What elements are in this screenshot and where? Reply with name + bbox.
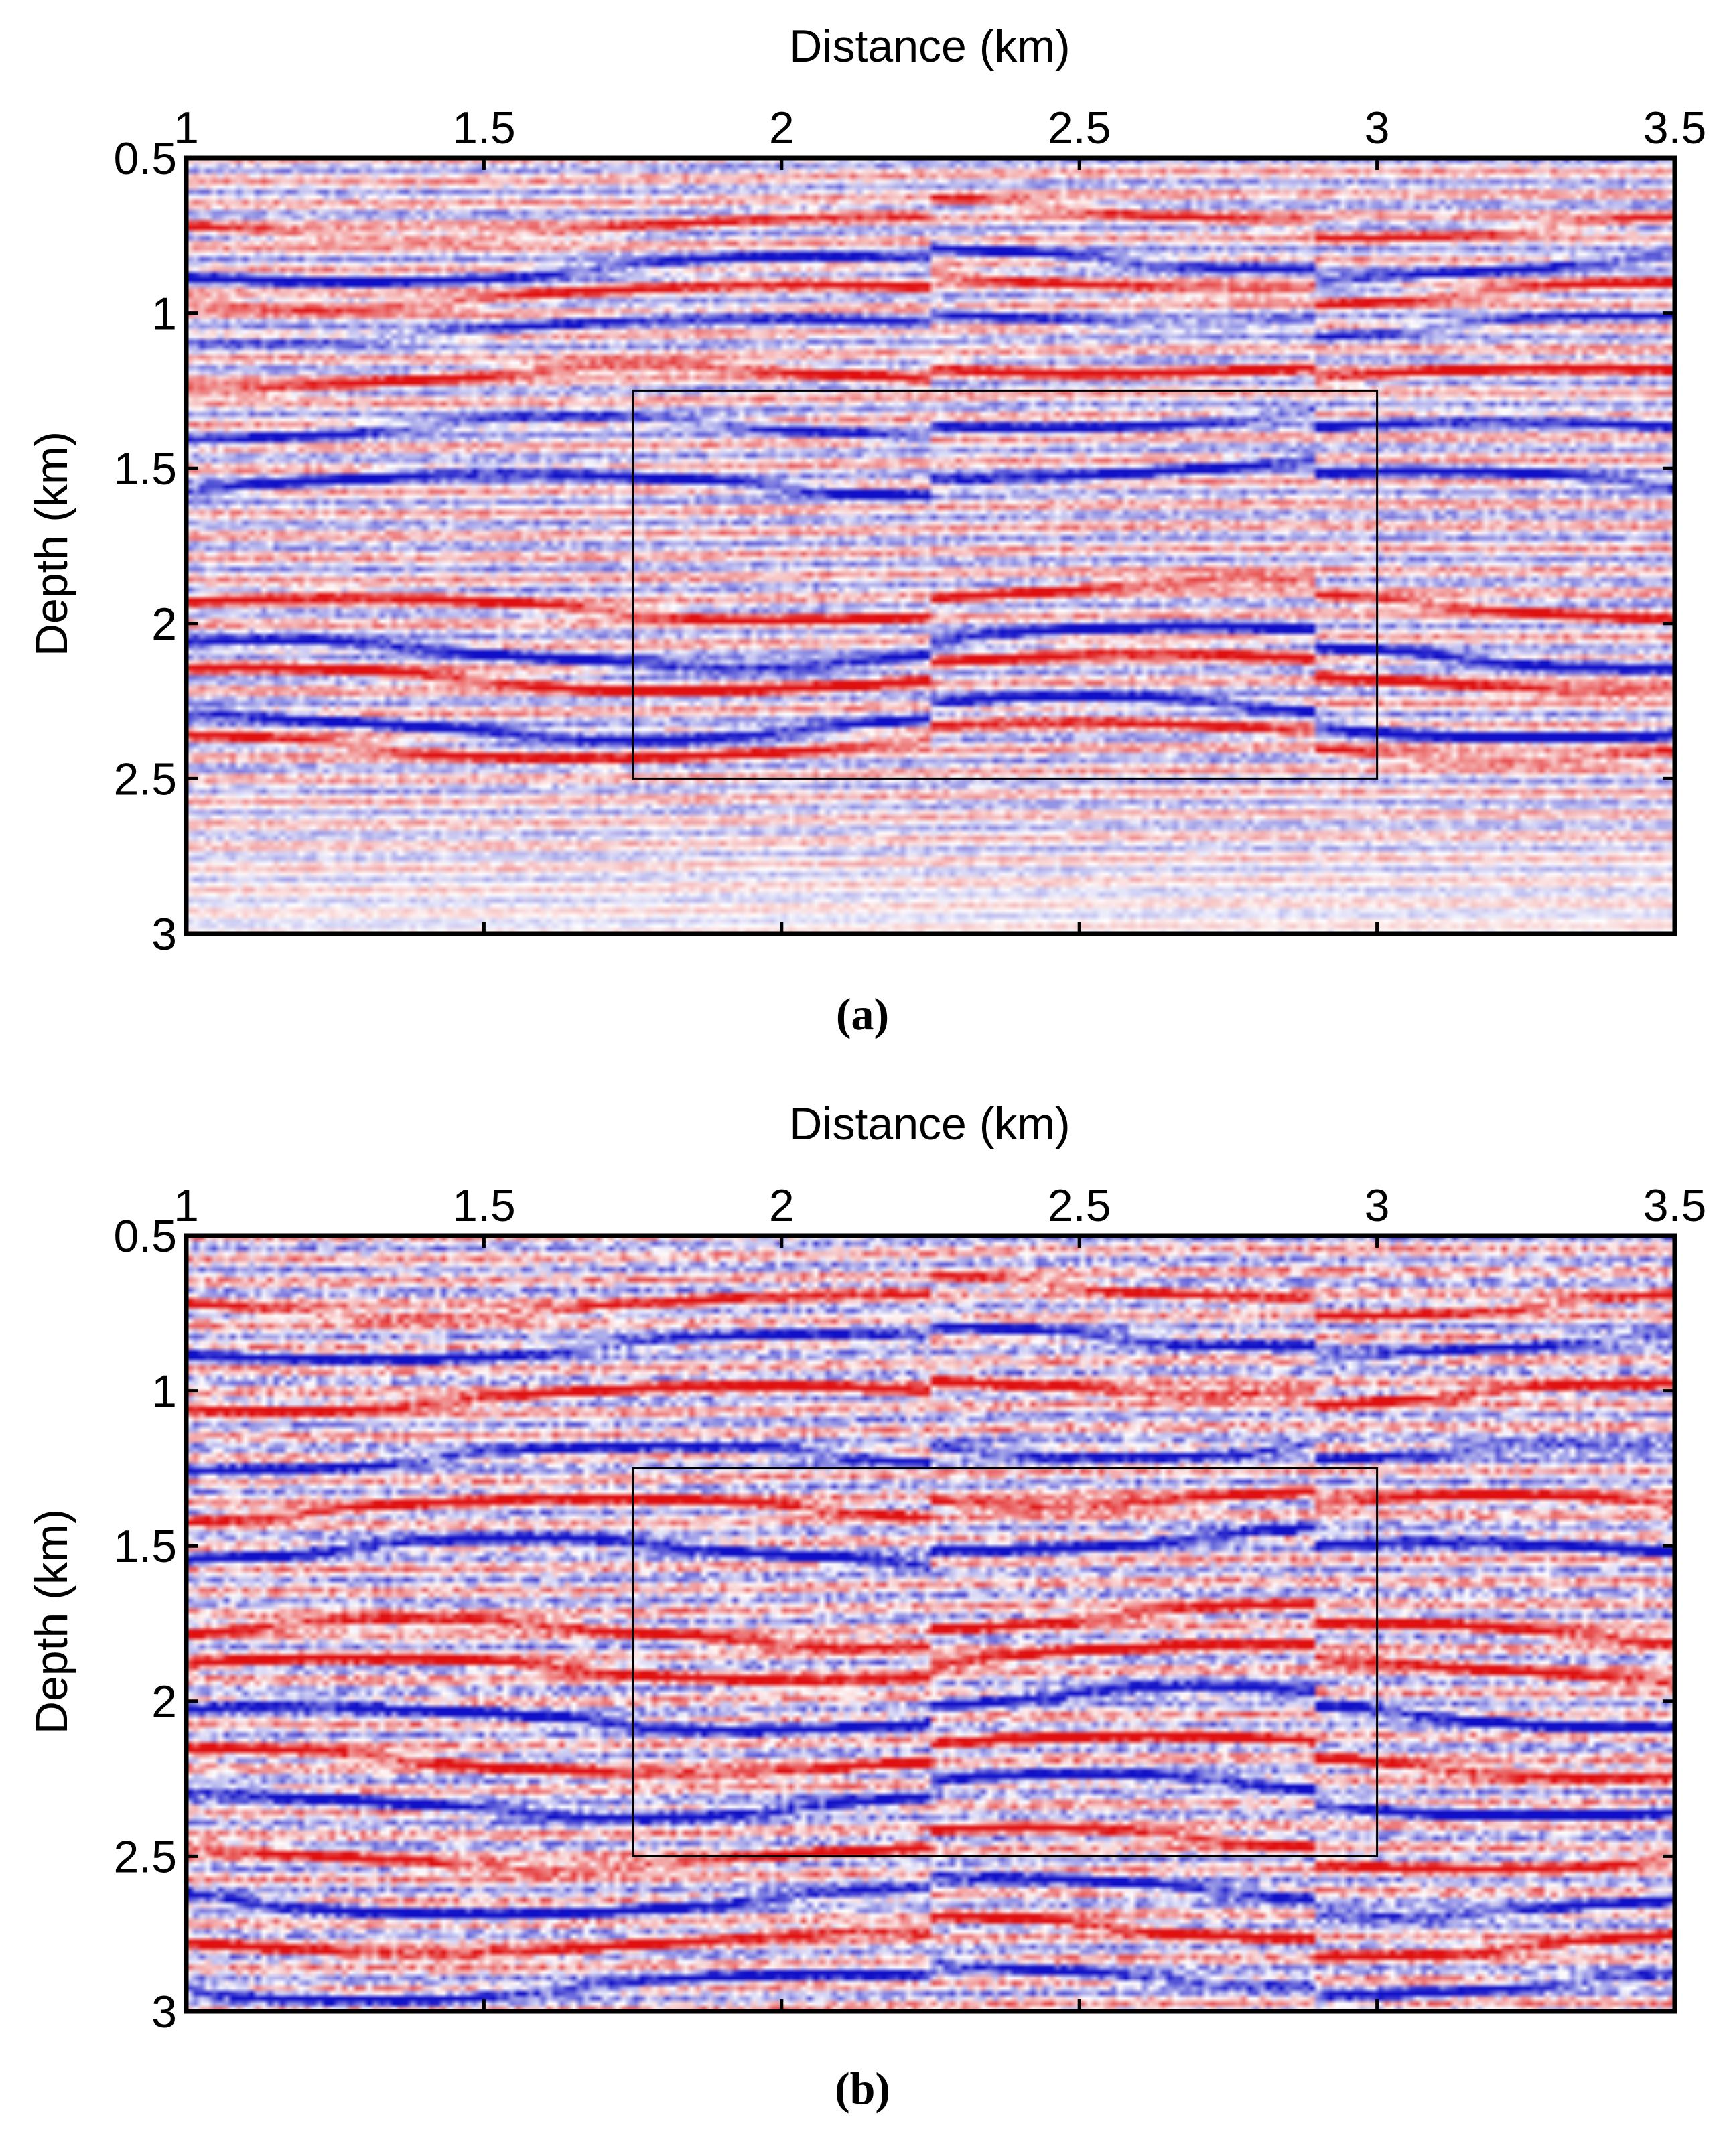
y-tick-label: 1 <box>151 289 177 340</box>
x-tick-label: 1.5 <box>452 1180 516 1231</box>
x-tick-label: 1.5 <box>452 102 516 153</box>
y-tick-label: 1.5 <box>113 443 177 494</box>
panel-b: Distance (km) Depth (km) 1 1.5 2 2.5 3 3.5 0.5… <box>0 1078 1725 2155</box>
y-tick-label: 1 <box>151 1366 177 1417</box>
x-tick-label: 2.5 <box>1048 102 1111 153</box>
x-tick-label: 3 <box>1365 1180 1390 1231</box>
panel-a: Distance (km) Depth (km) 1 1.5 2 2.5 3 3.5 0.5… <box>26 21 1707 1039</box>
seismic-image-b <box>186 1236 1675 2011</box>
seismic-amplitude-raster <box>186 1236 1675 2011</box>
x-axis-label: Distance (km) <box>789 1098 1070 1149</box>
plot-frame <box>184 1233 1677 2014</box>
plot-frame <box>184 155 1677 936</box>
x-tick-label: 2 <box>769 102 795 153</box>
highlight-box <box>632 1467 1379 1857</box>
y-tick-label: 3 <box>151 909 177 960</box>
y-tick-label: 2 <box>151 1676 177 1727</box>
x-tick-label: 3 <box>1365 102 1390 153</box>
y-tick-label: 0.5 <box>113 1211 177 1262</box>
y-tick-label: 2.5 <box>113 753 177 804</box>
y-tick-label: 2.5 <box>113 1831 177 1882</box>
x-tick-label: 2.5 <box>1048 1180 1111 1231</box>
y-axis-label: Depth (km) <box>26 1509 77 1734</box>
seismic-amplitude-raster <box>186 158 1675 934</box>
y-tick-label: 3 <box>151 1987 177 2037</box>
y-tick-label: 1.5 <box>113 1521 177 1572</box>
seismic-figure-a: Distance (km) Depth (km) 1 1.5 2 2.5 3 3.5 0.5… <box>26 21 1707 960</box>
x-tick-label: 1 <box>174 102 199 153</box>
caption-a: (a) <box>835 989 890 1039</box>
x-tick-label: 1 <box>174 1180 199 1231</box>
x-tick-label: 2 <box>769 1180 795 1231</box>
y-axis-label: Depth (km) <box>26 431 77 656</box>
highlight-box <box>632 389 1379 780</box>
x-tick-label: 3.5 <box>1643 1180 1707 1231</box>
caption-b: (b) <box>834 2063 891 2114</box>
x-axis-label: Distance (km) <box>789 21 1070 72</box>
seismic-image-a <box>186 158 1675 934</box>
seismic-figure-b: Distance (km) Depth (km) 1 1.5 2 2.5 3 3.5 0.5… <box>26 1098 1707 2037</box>
y-tick-label: 0.5 <box>113 133 177 184</box>
y-tick-label: 2 <box>151 599 177 650</box>
x-tick-label: 3.5 <box>1643 102 1707 153</box>
